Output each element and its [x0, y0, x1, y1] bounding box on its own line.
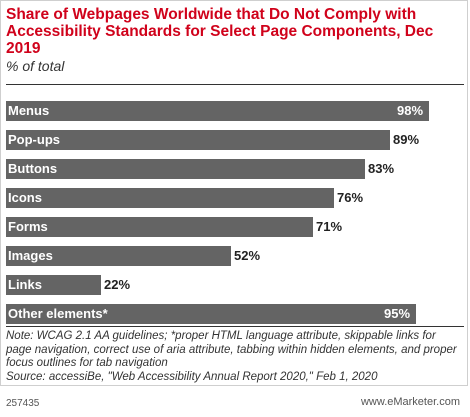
bar-5 — [6, 246, 231, 266]
value-label: 83% — [368, 161, 395, 176]
top-rule — [6, 84, 464, 85]
bar-3 — [6, 188, 334, 208]
category-label: Links — [8, 277, 42, 292]
value-label: 76% — [337, 190, 364, 205]
category-label: Buttons — [8, 161, 58, 176]
value-label: 95% — [384, 306, 411, 321]
chart-id: 257435 — [6, 398, 40, 409]
chart-subtitle: % of total — [6, 58, 65, 74]
value-label: 52% — [234, 248, 261, 263]
category-label: Other elements* — [8, 306, 108, 321]
chart-title: Share of Webpages Worldwide that Do Not … — [6, 6, 434, 57]
source-text: Source: accessiBe, "Web Accessibility An… — [6, 370, 378, 383]
value-label: 89% — [393, 132, 420, 147]
brand-link[interactable]: www.eMarketer.com — [360, 396, 460, 408]
bar-2 — [6, 159, 365, 179]
bottom-rule — [6, 326, 464, 327]
bar-6 — [6, 275, 101, 295]
bar-0 — [6, 101, 429, 121]
value-label: 71% — [316, 219, 343, 234]
category-label: Pop-ups — [8, 132, 60, 147]
bar-1 — [6, 130, 390, 150]
category-label: Forms — [8, 219, 48, 234]
category-label: Icons — [8, 190, 42, 205]
bar-4 — [6, 217, 313, 237]
chart-notes: Note: WCAG 2.1 AA guidelines; *proper HT… — [6, 330, 462, 384]
value-label: 98% — [397, 103, 424, 118]
note-text: Note: WCAG 2.1 AA guidelines; *proper HT… — [6, 330, 457, 370]
value-label: 22% — [104, 277, 131, 292]
category-label: Menus — [8, 103, 50, 118]
chart-frame — [0, 0, 468, 386]
category-label: Images — [8, 248, 53, 263]
bar-7 — [6, 304, 416, 324]
